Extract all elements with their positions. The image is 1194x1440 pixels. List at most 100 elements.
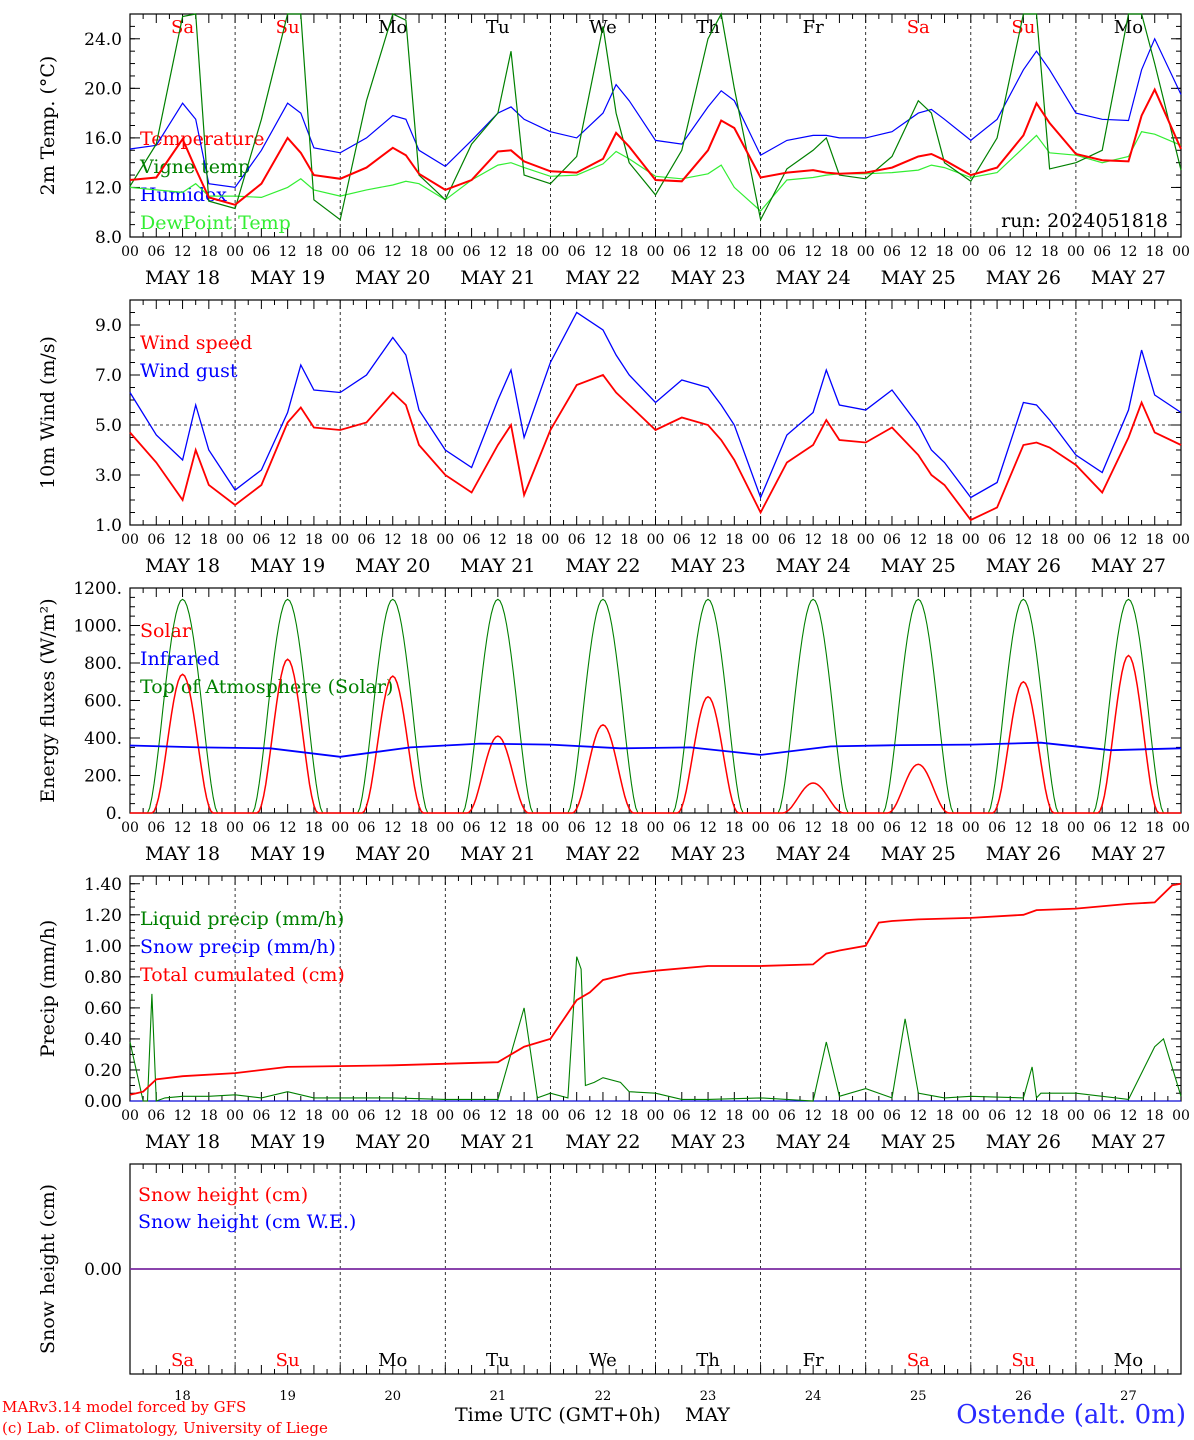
y-axis-label: Precip (mm/h) <box>37 920 59 1058</box>
hour-label: 18 <box>936 532 954 548</box>
hour-label: 12 <box>384 820 402 836</box>
weekday-label: Sa <box>907 17 930 38</box>
hour-label: 12 <box>384 1108 402 1124</box>
hour-label: 18 <box>1041 244 1059 260</box>
hour-label: 06 <box>358 532 376 548</box>
hour-label: 00 <box>857 820 875 836</box>
date-label: MAY 19 <box>250 843 325 865</box>
hour-label: 00 <box>226 532 244 548</box>
hour-label: 18 <box>620 820 638 836</box>
date-label: MAY 25 <box>881 1131 956 1153</box>
y-tick-label: 0. <box>106 804 122 824</box>
y-tick-label: 0.00 <box>84 1092 122 1112</box>
date-label: MAY 20 <box>355 555 430 577</box>
hour-label: 12 <box>174 244 192 260</box>
weekday-label: Fr <box>803 17 824 38</box>
weekday-label: Mo <box>1114 1350 1143 1371</box>
date-label: MAY 23 <box>670 843 745 865</box>
y-tick-label: 7.0 <box>95 366 122 386</box>
hour-label: 06 <box>1093 532 1111 548</box>
date-label: MAY 20 <box>355 267 430 289</box>
hour-label: 18 <box>936 820 954 836</box>
y-tick-label: 600. <box>84 692 122 712</box>
hour-label: 00 <box>436 1108 454 1124</box>
hour-label: 06 <box>147 244 165 260</box>
hour-label: 06 <box>252 820 270 836</box>
y-tick-label: 20.0 <box>84 79 122 99</box>
hour-label: 12 <box>594 1108 612 1124</box>
legend-entry: Total cumulated (cm) <box>140 964 345 986</box>
hour-label: 06 <box>1093 1108 1111 1124</box>
hour-label: 00 <box>1067 532 1085 548</box>
legend-entry: Infrared <box>140 648 220 670</box>
date-label: MAY 18 <box>145 843 220 865</box>
hour-label: 12 <box>489 1108 507 1124</box>
y-tick-label: 1.20 <box>84 906 122 926</box>
hour-label: 06 <box>463 820 481 836</box>
hour-label: 18 <box>725 1108 743 1124</box>
hour-label: 06 <box>568 1108 586 1124</box>
series-line-vigne-temp <box>129 12 1182 222</box>
y-axis-label: Energy fluxes (W/m²) <box>37 598 59 802</box>
y-tick-label: 800. <box>84 654 122 674</box>
weekday-label: Sa <box>171 1350 194 1371</box>
date-label: MAY 21 <box>460 1131 535 1153</box>
y-tick-label: 1.40 <box>84 875 122 895</box>
hour-label: 12 <box>1120 244 1138 260</box>
series-line-liquid <box>129 956 1182 1102</box>
hour-label: 00 <box>857 244 875 260</box>
series-line-wind-gust <box>129 311 1182 500</box>
hour-label: 00 <box>1067 244 1085 260</box>
hour-label: 18 <box>936 244 954 260</box>
station-name: Ostende (alt. 0m) <box>956 1400 1186 1430</box>
legend-entry: Wind gust <box>140 360 238 382</box>
hour-label: 12 <box>1120 532 1138 548</box>
hour-label: 18 <box>1146 1108 1164 1124</box>
date-label: MAY 19 <box>250 1131 325 1153</box>
weekday-label: Sa <box>171 17 194 38</box>
hour-label: 12 <box>279 532 297 548</box>
hour-label: 18 <box>620 1108 638 1124</box>
hour-label: 12 <box>699 1108 717 1124</box>
hour-label: 06 <box>1093 820 1111 836</box>
weekday-label: Su <box>276 17 300 38</box>
hour-label: 12 <box>594 820 612 836</box>
weekday-label: Th <box>696 1350 720 1371</box>
panel-frame <box>129 13 1182 238</box>
day-number-label: 19 <box>279 1389 296 1404</box>
legend-entry: Wind speed <box>140 332 252 354</box>
y-axis-label: 10m Wind (m/s) <box>37 336 59 489</box>
y-tick-label: 16.0 <box>84 129 122 149</box>
hour-label: 18 <box>1041 820 1059 836</box>
hour-label: 06 <box>463 244 481 260</box>
date-label: MAY 23 <box>670 267 745 289</box>
y-tick-label: 8.0 <box>95 228 122 248</box>
weekday-label: Tu <box>486 17 510 38</box>
hour-label: 18 <box>515 532 533 548</box>
hour-label: 00 <box>1172 244 1190 260</box>
hour-label: 00 <box>1172 532 1190 548</box>
lab-credit: (c) Lab. of Climatology, University of L… <box>2 1419 328 1437</box>
hour-label: 12 <box>279 244 297 260</box>
hour-label: 18 <box>410 1108 428 1124</box>
hour-label: 12 <box>594 244 612 260</box>
hour-label: 18 <box>725 820 743 836</box>
date-label: MAY 25 <box>881 267 956 289</box>
hour-label: 00 <box>647 244 665 260</box>
weekday-label: Sa <box>907 1350 930 1371</box>
hour-label: 06 <box>568 820 586 836</box>
hour-label: 06 <box>673 244 691 260</box>
hour-label: 18 <box>305 1108 323 1124</box>
date-label: MAY 27 <box>1091 843 1166 865</box>
hour-label: 00 <box>752 820 770 836</box>
hour-label: 00 <box>226 1108 244 1124</box>
hour-label: 18 <box>200 532 218 548</box>
hour-label: 12 <box>1014 820 1032 836</box>
y-tick-label: 0.20 <box>84 1061 122 1081</box>
weekday-label: Th <box>696 17 720 38</box>
y-tick-label: 0.00 <box>84 1260 122 1280</box>
y-tick-label: 1200. <box>73 579 122 599</box>
hour-label: 00 <box>121 532 139 548</box>
series-line-total <box>129 882 1182 1096</box>
